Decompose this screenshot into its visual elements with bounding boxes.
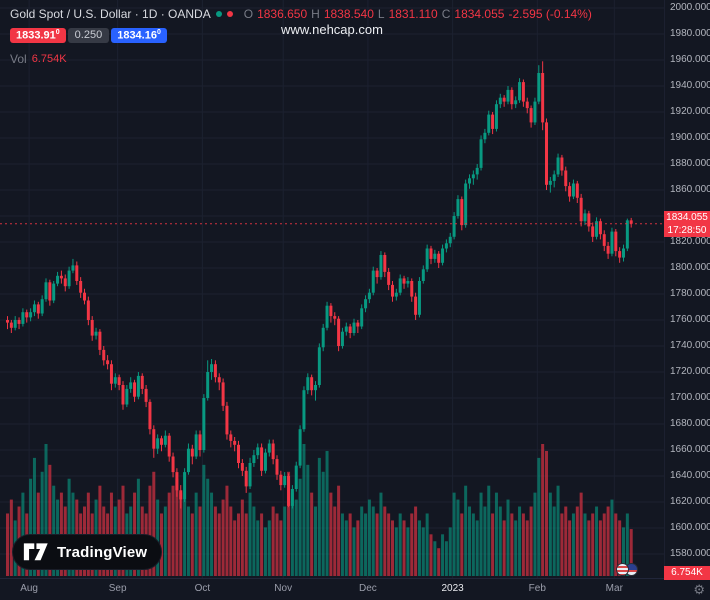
price-axis[interactable]: 2000.000 1980.000 1960.000 1940.000 1920.000…	[664, 0, 710, 578]
volume-label: Vol	[10, 52, 27, 66]
time-axis-label: Dec	[358, 583, 377, 594]
open-value: 1836.650	[257, 7, 308, 21]
price-axis-label: 1720.000	[670, 366, 710, 377]
watermark-text: www.nehcap.com	[281, 22, 383, 37]
volume-value: 6.754K	[31, 53, 67, 65]
price-axis-label: 1920.000	[670, 106, 710, 117]
price-axis-label: 1580.000	[670, 548, 710, 559]
price-axis-label: 1900.000	[670, 132, 710, 143]
legend-title-row: Gold Spot / U.S. Dollar · 1D · OANDA O 1…	[10, 5, 592, 23]
tradingview-logo-text: TradingView	[57, 543, 148, 561]
price-axis-label: 1980.000	[670, 28, 710, 39]
sell-price-sup: 0	[55, 28, 60, 36]
price-axis-label: 1740.000	[670, 340, 710, 351]
change-value: -2.595 (-0.14%)	[508, 7, 592, 21]
price-axis-label: 1820.000	[670, 236, 710, 247]
price-axis-label: 1880.000	[670, 158, 710, 169]
buy-sell-row: 1833.910 0.250 1834.160	[10, 27, 592, 44]
current-price-label: 1834.055 17:28:50	[664, 210, 710, 237]
price-axis-label: 1780.000	[670, 288, 710, 299]
price-axis-label: 1960.000	[670, 54, 710, 65]
price-axis-label: 1620.000	[670, 496, 710, 507]
settings-gear-icon[interactable]: ⚙	[693, 582, 705, 597]
current-price-value: 1834.055	[666, 211, 708, 223]
high-value: 1838.540	[323, 7, 374, 21]
time-axis-label: Sep	[108, 583, 127, 594]
price-axis-label: 1660.000	[670, 444, 710, 455]
price-axis-label: 1860.000	[670, 184, 710, 195]
close-value: 1834.055	[454, 7, 505, 21]
symbol-title[interactable]: Gold Spot / U.S. Dollar · 1D · OANDA	[10, 7, 211, 21]
tradingview-mark-icon	[23, 543, 48, 561]
price-axis-label: 1760.000	[670, 314, 710, 325]
price-axis-label: 1640.000	[670, 470, 710, 481]
price-axis-label: 1940.000	[670, 80, 710, 91]
buy-price-sup: 0	[156, 28, 161, 36]
price-axis-label: 1600.000	[670, 522, 710, 533]
buy-price: 1834.16	[117, 29, 157, 42]
price-axis-label: 2000.000	[670, 2, 710, 13]
gold-instrument-icon	[616, 563, 629, 576]
chart-legend: Gold Spot / U.S. Dollar · 1D · OANDA O 1…	[10, 5, 592, 66]
time-axis-label: Aug	[20, 583, 38, 594]
time-axis-label: Oct	[194, 583, 211, 594]
status-dot-red-icon	[226, 11, 233, 17]
high-label: H	[311, 7, 320, 21]
volume-axis-label: 6.754K	[664, 566, 710, 580]
time-axis-label: 2023	[441, 583, 464, 594]
time-axis[interactable]: ⚙ Aug Sep Oct Nov Dec 2023 Feb Mar	[0, 578, 710, 600]
candles	[6, 61, 633, 509]
close-label: C	[441, 7, 451, 21]
spread-value: 0.250	[67, 28, 110, 43]
volume-legend: Vol 6.754K	[10, 52, 592, 66]
candlestick-chart[interactable]	[0, 0, 664, 578]
time-axis-label: Nov	[274, 583, 293, 594]
low-label: L	[377, 7, 385, 21]
instrument-pair-logos	[616, 563, 642, 577]
time-axis-label: Feb	[528, 583, 546, 594]
buy-button[interactable]: 1834.160	[111, 27, 167, 44]
low-value: 1831.110	[388, 7, 438, 21]
price-axis-label: 1800.000	[670, 262, 710, 273]
ohlc-values: O 1836.650 H 1838.540 L 1831.110 C 1834.…	[244, 7, 592, 21]
open-label: O	[243, 7, 254, 21]
price-axis-label: 1700.000	[670, 392, 710, 403]
status-dot-green-icon	[215, 11, 222, 17]
sell-button[interactable]: 1833.910	[10, 27, 66, 44]
sell-price: 1833.91	[16, 29, 56, 42]
price-axis-label: 1680.000	[670, 418, 710, 429]
chart-canvas[interactable]: www.nehcap.com Gold Spot / U.S. Dollar ·…	[0, 0, 664, 578]
countdown-timer: 17:28:50	[667, 224, 707, 236]
time-axis-label: Mar	[605, 583, 623, 594]
tradingview-logo[interactable]: TradingView	[12, 534, 163, 570]
